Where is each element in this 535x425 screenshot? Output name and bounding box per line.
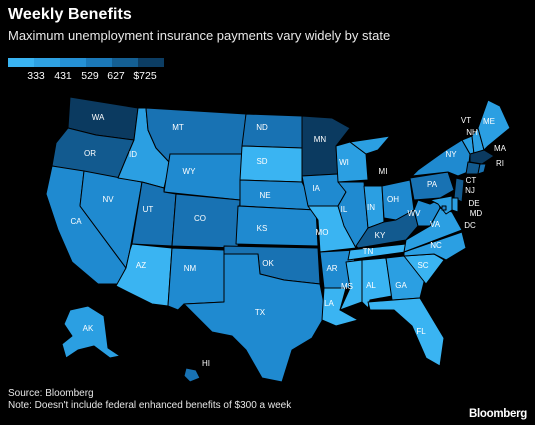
legend-labels: 333 431 529 627 $725 <box>8 67 164 82</box>
state-label-NV: NV <box>102 195 114 204</box>
state-label-AK: AK <box>83 324 94 333</box>
state-label-HI: HI <box>202 359 210 368</box>
state-label-OR: OR <box>84 149 96 158</box>
state-AK <box>61 305 121 359</box>
legend-label: 431 <box>54 70 72 82</box>
state-label-MI: MI <box>379 167 388 176</box>
state-label-SD: SD <box>256 157 267 166</box>
state-NY <box>411 139 471 177</box>
legend-swatch-4 <box>86 58 112 67</box>
state-FL <box>367 297 445 367</box>
state-label-WV: WV <box>408 209 422 218</box>
state-label-WY: WY <box>183 167 197 176</box>
state-KS <box>235 205 319 247</box>
state-label-KS: KS <box>257 224 268 233</box>
state-label-IN: IN <box>367 203 375 212</box>
legend-swatch-5 <box>112 58 138 67</box>
state-label-NE: NE <box>259 191 270 200</box>
state-label-MA: MA <box>494 144 507 153</box>
state-label-NC: NC <box>430 241 442 250</box>
footer: Source: Bloomberg Note: Doesn't include … <box>8 388 291 412</box>
state-DE <box>451 197 459 213</box>
state-label-OK: OK <box>262 259 274 268</box>
legend-color-scale <box>8 58 164 67</box>
legend-swatch-6 <box>138 58 164 67</box>
state-labels: WA OR CA NV ID MT WY UT AZ CO NM ND SD N… <box>70 113 506 368</box>
state-label-MT: MT <box>172 123 184 132</box>
state-label-SC: SC <box>417 261 428 270</box>
state-label-MD: MD <box>470 209 483 218</box>
state-label-ND: ND <box>256 123 268 132</box>
chart-title: Weekly Benefits <box>8 6 132 23</box>
state-label-CO: CO <box>194 214 206 223</box>
state-label-WI: WI <box>339 158 349 167</box>
legend-swatch-1 <box>8 58 34 67</box>
state-MS <box>339 259 363 311</box>
state-label-AZ: AZ <box>136 261 146 270</box>
state-MA <box>469 149 495 165</box>
state-NC <box>403 231 467 261</box>
state-label-AR: AR <box>326 264 337 273</box>
state-label-WA: WA <box>92 113 105 122</box>
state-label-OH: OH <box>387 195 399 204</box>
legend-label: 529 <box>81 70 99 82</box>
state-label-TN: TN <box>363 247 374 256</box>
state-label-VA: VA <box>430 220 441 229</box>
legend-label: 627 <box>107 70 125 82</box>
state-ND <box>241 113 303 149</box>
legend-label: 333 <box>27 70 45 82</box>
state-label-FL: FL <box>416 327 426 336</box>
state-label-NY: NY <box>445 150 457 159</box>
legend-swatch-2 <box>34 58 60 67</box>
state-HI <box>183 367 201 383</box>
state-WI <box>335 141 369 183</box>
state-label-CA: CA <box>70 217 82 226</box>
state-RI <box>477 163 487 175</box>
state-label-VT: VT <box>461 116 471 125</box>
state-label-IL: IL <box>341 205 348 214</box>
state-label-NH: NH <box>466 128 478 137</box>
state-label-PA: PA <box>427 180 438 189</box>
state-label-NM: NM <box>184 264 197 273</box>
state-label-DC: DC <box>464 221 476 230</box>
state-label-KY: KY <box>375 231 386 240</box>
state-label-LA: LA <box>324 299 334 308</box>
state-label-RI: RI <box>496 159 504 168</box>
state-label-IA: IA <box>312 184 320 193</box>
state-label-DE: DE <box>468 199 479 208</box>
state-label-UT: UT <box>143 205 154 214</box>
us-state-map: WA OR CA NV ID MT WY UT AZ CO NM ND SD N… <box>45 96 511 383</box>
legend-swatch-3 <box>60 58 86 67</box>
state-TX <box>183 253 327 383</box>
legend: 333 431 529 627 $725 <box>8 58 164 82</box>
state-DC <box>441 205 447 211</box>
state-WY <box>163 153 243 201</box>
state-label-NJ: NJ <box>465 186 475 195</box>
state-label-MS: MS <box>341 282 353 291</box>
state-label-TX: TX <box>255 308 266 317</box>
state-SD <box>239 145 303 183</box>
state-label-MO: MO <box>316 228 329 237</box>
source-text: Source: Bloomberg <box>8 388 94 399</box>
bloomberg-logo: Bloomberg <box>469 408 527 420</box>
note-text: Note: Doesn't include federal enhanced b… <box>8 400 292 411</box>
state-label-ME: ME <box>483 117 495 126</box>
state-label-AL: AL <box>366 281 376 290</box>
state-label-ID: ID <box>129 150 137 159</box>
state-label-GA: GA <box>395 281 407 290</box>
state-LA <box>321 287 359 327</box>
state-CO <box>171 193 241 249</box>
legend-label: $725 <box>133 70 157 82</box>
state-NJ <box>453 177 465 203</box>
chart-subtitle: Maximum unemployment insurance payments … <box>8 28 391 43</box>
state-NM <box>167 247 225 311</box>
state-label-MN: MN <box>314 135 327 144</box>
state-MI <box>349 135 391 155</box>
state-label-CT: CT <box>466 176 477 185</box>
